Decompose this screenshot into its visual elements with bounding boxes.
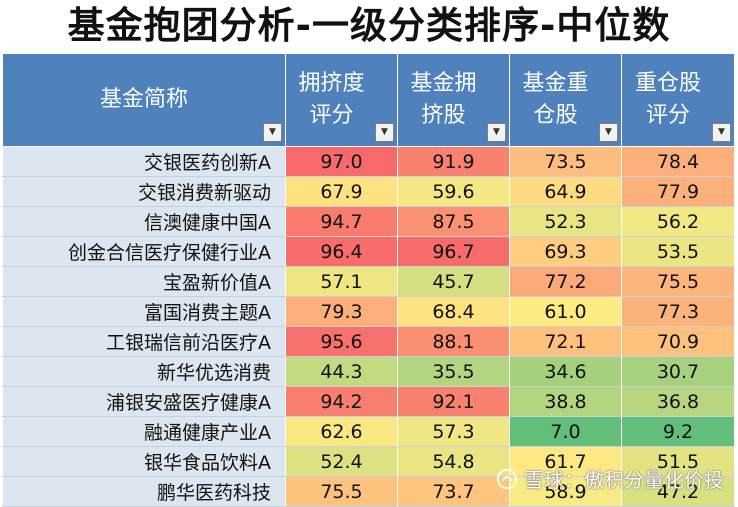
value-cell: 64.9 <box>509 176 622 207</box>
value-cell: 94.2 <box>285 386 398 417</box>
value-cell: 51.5 <box>621 446 735 477</box>
value-cell: 91.9 <box>397 146 510 177</box>
value-cell: 75.5 <box>285 476 398 507</box>
table-row: 宝盈新价值A 57.1 45.7 77.2 75.5 <box>2 266 735 297</box>
table-row: 银华食品饮料A 52.4 54.8 61.7 51.5 <box>2 446 735 477</box>
column-header-fund-name: 基金简称 ▼ <box>2 53 286 147</box>
value-cell: 34.6 <box>509 356 622 387</box>
value-cell: 52.4 <box>285 446 398 477</box>
fund-table: 基金简称 ▼ 拥挤度评分 ▼ 基金拥挤股 ▼ 基金重仓股 ▼ 重仓股评分 ▼ 交… <box>2 53 735 507</box>
header-row: 基金简称 ▼ 拥挤度评分 ▼ 基金拥挤股 ▼ 基金重仓股 ▼ 重仓股评分 ▼ <box>2 53 735 147</box>
table-row: 富国消费主题A 79.3 68.4 61.0 77.3 <box>2 296 735 327</box>
value-cell: 77.2 <box>509 266 622 297</box>
watermark: 雪球：傲积分量化价投 <box>496 464 724 493</box>
value-cell: 44.3 <box>285 356 398 387</box>
value-cell: 30.7 <box>621 356 735 387</box>
value-cell: 96.4 <box>285 236 398 267</box>
table-row: 信澳健康中国A 94.7 87.5 52.3 56.2 <box>2 206 735 237</box>
value-cell: 73.7 <box>397 476 510 507</box>
column-header-label: 基金拥挤股 <box>410 71 477 128</box>
value-cell: 96.7 <box>397 236 510 267</box>
fund-name-cell: 信澳健康中国A <box>2 206 286 237</box>
table-row: 交银消费新驱动 67.9 59.6 64.9 77.9 <box>2 176 735 207</box>
value-cell: 77.3 <box>621 296 735 327</box>
fund-name-cell: 鹏华医药科技 <box>2 476 286 507</box>
fund-name-cell: 宝盈新价值A <box>2 266 286 297</box>
table-row: 交银医药创新A 97.0 91.9 73.5 78.4 <box>2 146 735 177</box>
fund-name-cell: 交银医药创新A <box>2 146 286 177</box>
value-cell: 53.5 <box>621 236 735 267</box>
table-row: 工银瑞信前沿医疗A 95.6 88.1 72.1 70.9 <box>2 326 735 357</box>
fund-name-cell: 工银瑞信前沿医疗A <box>2 326 286 357</box>
value-cell: 88.1 <box>397 326 510 357</box>
value-cell: 61.7 <box>509 446 622 477</box>
value-cell: 75.5 <box>621 266 735 297</box>
value-cell: 45.7 <box>397 266 510 297</box>
filter-dropdown-icon[interactable]: ▼ <box>487 123 506 142</box>
column-header-label: 基金简称 <box>99 87 188 112</box>
page-title: 基金抱团分析-一级分类排序-中位数 <box>67 4 671 47</box>
fund-name-cell: 富国消费主题A <box>2 296 286 327</box>
fund-name-cell: 创金合信医疗保健行业A <box>2 236 286 267</box>
value-cell: 69.3 <box>509 236 622 267</box>
value-cell: 54.8 <box>397 446 510 477</box>
fund-name-cell: 浦银安盛医疗健康A <box>2 386 286 417</box>
filter-dropdown-icon[interactable]: ▼ <box>599 123 618 142</box>
value-cell: 72.1 <box>509 326 622 357</box>
value-cell: 35.5 <box>397 356 510 387</box>
fund-name-cell: 融通健康产业A <box>2 416 286 447</box>
column-header-crowded-stocks: 基金拥挤股 ▼ <box>397 53 510 147</box>
table-row: 鹏华医药科技 75.5 73.7 58.9 47.2 <box>2 476 735 507</box>
filter-dropdown-icon[interactable]: ▼ <box>375 123 394 142</box>
value-cell: 67.9 <box>285 176 398 207</box>
column-header-label: 基金重仓股 <box>522 71 589 128</box>
fund-name-cell: 新华优选消费 <box>2 356 286 387</box>
table-row: 新华优选消费 44.3 35.5 34.6 30.7 <box>2 356 735 387</box>
value-cell: 70.9 <box>621 326 735 357</box>
table-row: 浦银安盛医疗健康A 94.2 92.1 38.8 36.8 <box>2 386 735 417</box>
value-cell: 59.6 <box>397 176 510 207</box>
column-header-heavy-holdings: 基金重仓股 ▼ <box>509 53 622 147</box>
value-cell: 7.0 <box>509 416 622 447</box>
value-cell: 92.1 <box>397 386 510 417</box>
filter-dropdown-icon[interactable]: ▼ <box>263 123 282 142</box>
fund-name-cell: 银华食品饮料A <box>2 446 286 477</box>
table-body: 交银医药创新A 97.0 91.9 73.5 78.4 交银消费新驱动 67.9 59.6 64… <box>2 146 735 507</box>
value-cell: 73.5 <box>509 146 622 177</box>
column-header-holding-score: 重仓股评分 ▼ <box>621 53 735 147</box>
snowball-logo-icon <box>496 468 518 489</box>
fund-name-cell: 交银消费新驱动 <box>2 176 286 207</box>
value-cell: 95.6 <box>285 326 398 357</box>
column-header-label: 拥挤度评分 <box>298 71 365 128</box>
value-cell: 94.7 <box>285 206 398 237</box>
value-cell: 79.3 <box>285 296 398 327</box>
value-cell: 38.8 <box>509 386 622 417</box>
value-cell: 36.8 <box>621 386 735 417</box>
filter-dropdown-icon[interactable]: ▼ <box>712 123 731 142</box>
value-cell: 97.0 <box>285 146 398 177</box>
table-row: 创金合信医疗保健行业A 96.4 96.7 69.3 53.5 <box>2 236 735 267</box>
column-header-crowding-score: 拥挤度评分 ▼ <box>285 53 398 147</box>
watermark-text: 雪球：傲积分量化价投 <box>524 468 724 492</box>
value-cell: 57.1 <box>285 266 398 297</box>
value-cell: 87.5 <box>397 206 510 237</box>
value-cell: 62.6 <box>285 416 398 447</box>
value-cell: 57.3 <box>397 416 510 447</box>
value-cell: 61.0 <box>509 296 622 327</box>
value-cell: 9.2 <box>621 416 735 447</box>
column-header-label: 重仓股评分 <box>634 71 701 128</box>
value-cell: 58.9 <box>509 476 622 507</box>
value-cell: 68.4 <box>397 296 510 327</box>
value-cell: 52.3 <box>509 206 622 237</box>
value-cell: 77.9 <box>621 176 735 207</box>
value-cell: 56.2 <box>621 206 735 237</box>
value-cell: 78.4 <box>621 146 735 177</box>
table-row: 融通健康产业A 62.6 57.3 7.0 9.2 <box>2 416 735 447</box>
